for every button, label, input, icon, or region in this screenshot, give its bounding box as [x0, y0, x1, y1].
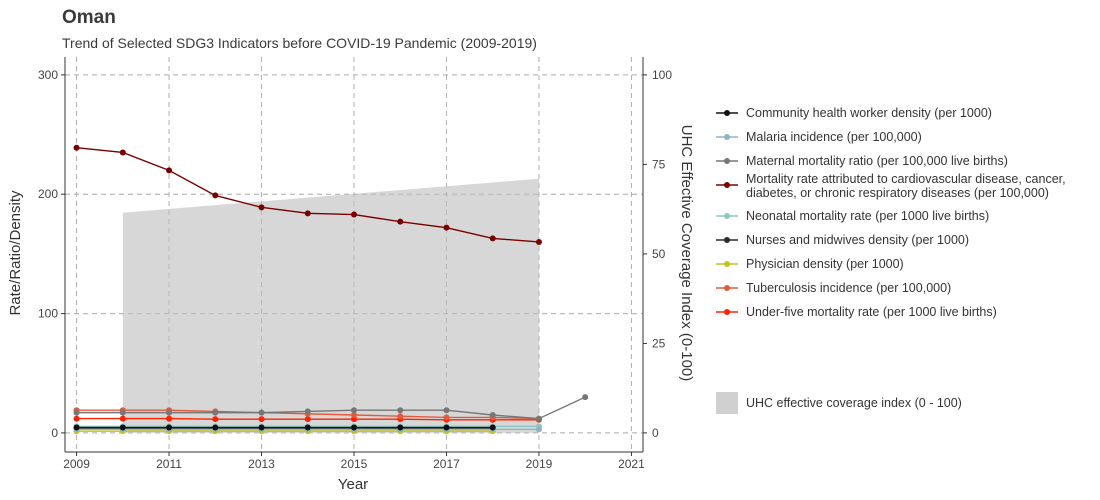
legend-key-point [724, 158, 730, 164]
data-point [489, 235, 496, 242]
plot-area: 2009 2011 2013 2015 2017 2019 2021 0 100 200 300 0 2… [38, 57, 672, 471]
data-point [258, 409, 265, 416]
y2-axis-title: UHC Effective Coverage Index (0-100) [678, 125, 695, 382]
x-tick-label: 2011 [156, 457, 182, 471]
legend-key-point [724, 110, 730, 116]
legend-key-point [724, 213, 730, 219]
legend-label: Under-five mortality rate (per 1000 live… [746, 305, 997, 319]
data-point [582, 394, 589, 401]
series-line [76, 396, 586, 420]
data-point [166, 409, 173, 416]
legend-label: Community health worker density (per 100… [746, 106, 992, 120]
data-point [73, 409, 80, 416]
legend-label: Neonatal mortality rate (per 1000 live b… [746, 209, 989, 223]
y-tick-label: 0 [51, 426, 58, 440]
data-point [119, 424, 126, 431]
y-tick-label: 200 [38, 187, 58, 201]
x-tick-label: 2019 [526, 457, 553, 471]
data-point [304, 210, 311, 217]
legend-key-point [724, 285, 730, 291]
data-point [166, 424, 173, 431]
legend-key-point [724, 309, 730, 315]
data-point [397, 413, 404, 420]
data-point [397, 424, 404, 431]
data-point [535, 415, 542, 422]
data-point [166, 415, 173, 422]
y2-tick-label: 50 [652, 247, 666, 261]
legend-label: Physician density (per 1000) [746, 257, 904, 271]
data-point [212, 416, 219, 423]
data-point [351, 407, 357, 414]
data-point [489, 412, 496, 419]
x-tick-label: 2021 [618, 457, 645, 471]
data-point [535, 238, 542, 245]
chart-title: Oman [62, 7, 116, 28]
y2-tick-label: 0 [652, 426, 659, 440]
data-point [351, 412, 357, 419]
data-point [73, 424, 80, 431]
y-axis-title: Rate/Ratio/Density [7, 190, 24, 316]
legend-key-point [724, 261, 730, 267]
y2-tick-label: 25 [652, 336, 666, 350]
legend-label: Nurses and midwives density (per 1000) [746, 233, 969, 247]
x-tick-label: 2009 [63, 457, 90, 471]
x-tick-label: 2013 [248, 457, 275, 471]
legend-label: Tuberculosis incidence (per 100,000) [746, 281, 951, 295]
data-point [73, 415, 80, 422]
data-point [212, 409, 219, 416]
legend-key-point [724, 182, 730, 188]
data-point [397, 218, 404, 225]
legend-label-line: Mortality rate attributed to cardiovascu… [746, 172, 1066, 186]
data-point [351, 211, 357, 218]
data-point [489, 424, 496, 431]
data-point [258, 204, 265, 211]
x-tick-label: 2015 [341, 457, 368, 471]
legend-label-line: diabetes, or chronic respiratory disease… [746, 186, 1049, 200]
x-axis-title: Year [338, 476, 368, 493]
data-point [351, 416, 357, 423]
y-tick-label: 100 [38, 307, 58, 321]
data-point [258, 424, 265, 431]
legend: Community health worker density (per 100… [716, 106, 1066, 414]
legend-key-area [716, 392, 738, 414]
data-point [119, 415, 126, 422]
data-point [443, 224, 450, 231]
data-point [119, 409, 126, 416]
data-point [443, 407, 450, 414]
data-point [443, 424, 450, 431]
x-tick-label: 2017 [433, 457, 460, 471]
data-point [119, 149, 126, 156]
data-point [535, 426, 542, 433]
data-point [212, 424, 219, 431]
uhc-area [122, 178, 539, 433]
data-point [166, 167, 173, 174]
y2-tick-label: 100 [652, 68, 672, 82]
data-point [351, 424, 357, 431]
data-point [397, 407, 404, 414]
legend-key-point [724, 237, 730, 243]
legend-label: Mortality rate attributed to cardiovascu… [746, 172, 1066, 200]
data-point [443, 414, 450, 421]
data-point [304, 408, 311, 415]
y-tick-label: 300 [38, 68, 58, 82]
data-point [304, 416, 311, 423]
data-point [258, 416, 265, 423]
data-point [304, 424, 311, 431]
legend-label: UHC effective coverage index (0 - 100) [746, 396, 962, 410]
legend-label: Maternal mortality ratio (per 100,000 li… [746, 154, 1008, 168]
data-point [212, 192, 219, 199]
y2-tick-label: 75 [652, 157, 666, 171]
data-point [73, 144, 80, 151]
legend-label: Malaria incidence (per 100,000) [746, 130, 922, 144]
legend-key-point [724, 134, 730, 140]
chart-subtitle: Trend of Selected SDG3 Indicators before… [62, 35, 537, 51]
